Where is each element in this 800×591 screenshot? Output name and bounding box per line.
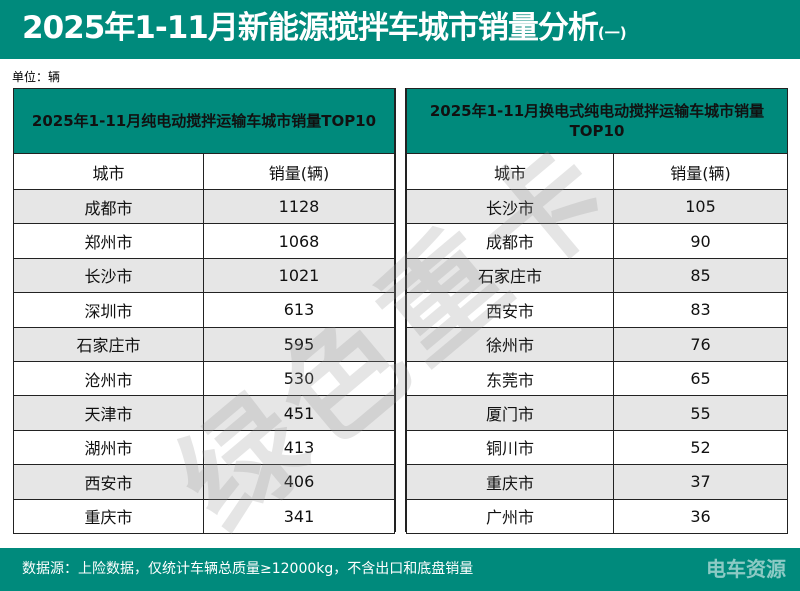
col-header-city: 城市 — [406, 153, 614, 190]
city-cell: 石家庄市 — [406, 257, 614, 294]
table-row: 郑州市 1068 — [13, 223, 395, 259]
sales-cell: 76 — [613, 326, 788, 362]
city-cell: 重庆市 — [406, 464, 614, 500]
table-row: 厦门市 55 — [406, 395, 788, 431]
sales-cell: 413 — [203, 429, 395, 466]
sales-cell: 406 — [203, 464, 395, 500]
sales-cell: 595 — [203, 326, 395, 362]
table-row: 西安市 83 — [406, 292, 788, 328]
table-row: 深圳市 613 — [13, 292, 395, 328]
sales-cell: 530 — [203, 360, 395, 397]
logo: 电车资源 — [706, 557, 786, 581]
table-row: 成都市 1128 — [13, 188, 395, 225]
sales-cell: 90 — [613, 223, 788, 259]
table-row: 广州市 36 — [406, 498, 788, 534]
left-table: 2025年1-11月纯电动搅拌运输车城市销量TOP10 城市 销量(辆) 成都市 1… — [13, 88, 395, 534]
city-cell: 徐州市 — [406, 326, 614, 362]
table-row: 沧州市 530 — [13, 360, 395, 397]
table-divider — [395, 88, 406, 532]
sales-cell: 55 — [613, 395, 788, 431]
title-suffix: (一) — [597, 24, 627, 42]
table-row: 湖州市 413 — [13, 429, 395, 466]
city-cell: 长沙市 — [406, 188, 614, 225]
city-cell: 天津市 — [13, 395, 204, 431]
city-cell: 西安市 — [13, 464, 204, 500]
city-cell: 东莞市 — [406, 360, 614, 397]
city-cell: 郑州市 — [13, 223, 204, 259]
table-row: 长沙市 105 — [406, 188, 788, 225]
city-cell: 深圳市 — [13, 292, 204, 328]
city-cell: 沧州市 — [13, 360, 204, 397]
city-cell: 广州市 — [406, 498, 614, 534]
sales-cell: 36 — [613, 498, 788, 534]
unit-label: 单位：辆 — [12, 70, 61, 84]
data-source-note: 数据源：上险数据，仅统计车辆总质量≥12000kg，不含出口和底盘销量 — [22, 561, 474, 577]
city-cell: 重庆市 — [13, 498, 204, 534]
sales-cell: 613 — [203, 292, 395, 328]
table-row: 铜川市 52 — [406, 429, 788, 466]
sales-cell: 37 — [613, 464, 788, 500]
city-cell: 石家庄市 — [13, 326, 204, 362]
sales-cell: 85 — [613, 257, 788, 294]
city-cell: 成都市 — [406, 223, 614, 259]
table-row: 石家庄市 85 — [406, 257, 788, 294]
table-row: 西安市 406 — [13, 464, 395, 500]
sales-cell: 1021 — [203, 257, 395, 294]
table-row: 天津市 451 — [13, 395, 395, 431]
right-table-title: 2025年1-11月换电式纯电动搅拌运输车城市销量TOP10 — [406, 88, 788, 154]
col-header-sales: 销量(辆) — [613, 153, 788, 190]
city-cell: 湖州市 — [13, 429, 204, 466]
table-row: 重庆市 341 — [13, 498, 395, 534]
right-table: 2025年1-11月换电式纯电动搅拌运输车城市销量TOP10 城市 销量(辆) 长… — [406, 88, 788, 534]
sales-cell: 1068 — [203, 223, 395, 259]
city-cell: 铜川市 — [406, 429, 614, 466]
title-text: 2025年1-11月新能源搅拌车城市销量分析 — [22, 10, 599, 46]
table-row: 石家庄市 595 — [13, 326, 395, 362]
left-table-title: 2025年1-11月纯电动搅拌运输车城市销量TOP10 — [13, 88, 395, 154]
table-row: 徐州市 76 — [406, 326, 788, 362]
table-row: 长沙市 1021 — [13, 257, 395, 294]
city-cell: 厦门市 — [406, 395, 614, 431]
sales-cell: 341 — [203, 498, 395, 534]
sales-cell: 1128 — [203, 188, 395, 225]
col-header-sales: 销量(辆) — [203, 153, 395, 190]
city-cell: 西安市 — [406, 292, 614, 328]
page-title: 2025年1-11月新能源搅拌车城市销量分析(一) — [0, 0, 800, 59]
sales-cell: 83 — [613, 292, 788, 328]
table-row: 东莞市 65 — [406, 360, 788, 397]
sales-cell: 52 — [613, 429, 788, 466]
table-row: 重庆市 37 — [406, 464, 788, 500]
sales-cell: 105 — [613, 188, 788, 225]
sales-cell: 451 — [203, 395, 395, 431]
city-cell: 长沙市 — [13, 257, 204, 294]
city-cell: 成都市 — [13, 188, 204, 225]
footer: 数据源：上险数据，仅统计车辆总质量≥12000kg，不含出口和底盘销量 电车资源 — [0, 548, 800, 591]
sales-cell: 65 — [613, 360, 788, 397]
col-header-city: 城市 — [13, 153, 204, 190]
table-row: 成都市 90 — [406, 223, 788, 259]
